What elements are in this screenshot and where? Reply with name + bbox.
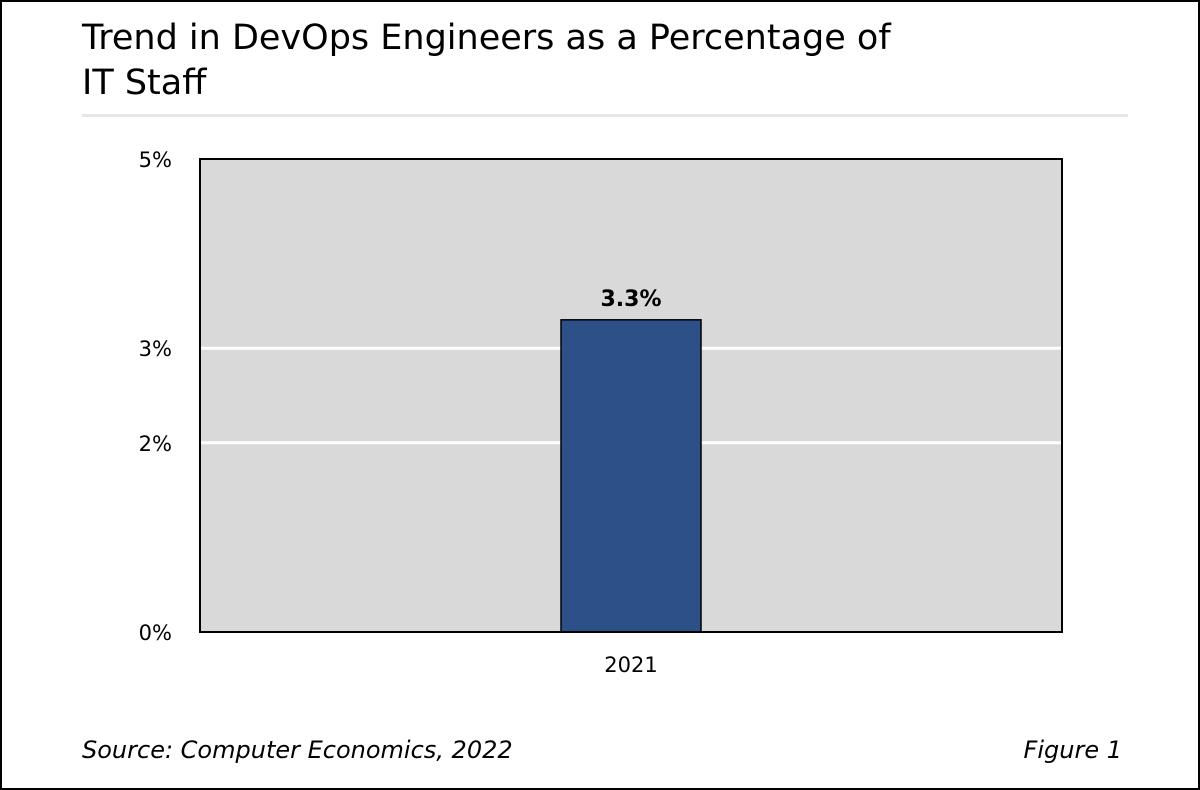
y-tick-label: 2%	[139, 432, 172, 456]
chart-title-line-2: IT Staff	[82, 63, 207, 103]
title-divider	[82, 114, 1128, 117]
figure-number: Figure 1	[1023, 736, 1122, 764]
bar	[560, 319, 702, 633]
chart-title: Trend in DevOps Engineers as a Percentag…	[82, 16, 1042, 106]
source-note: Source: Computer Economics, 2022	[82, 736, 513, 764]
x-tick-label: 2021	[604, 653, 657, 677]
chart-title-line-1: Trend in DevOps Engineers as a Percentag…	[82, 18, 891, 58]
y-tick-label: 0%	[139, 621, 172, 645]
y-tick-label: 3%	[139, 337, 172, 361]
y-tick-label: 5%	[139, 148, 172, 172]
data-label: 3.3%	[600, 287, 661, 312]
plot-border	[199, 158, 1063, 633]
